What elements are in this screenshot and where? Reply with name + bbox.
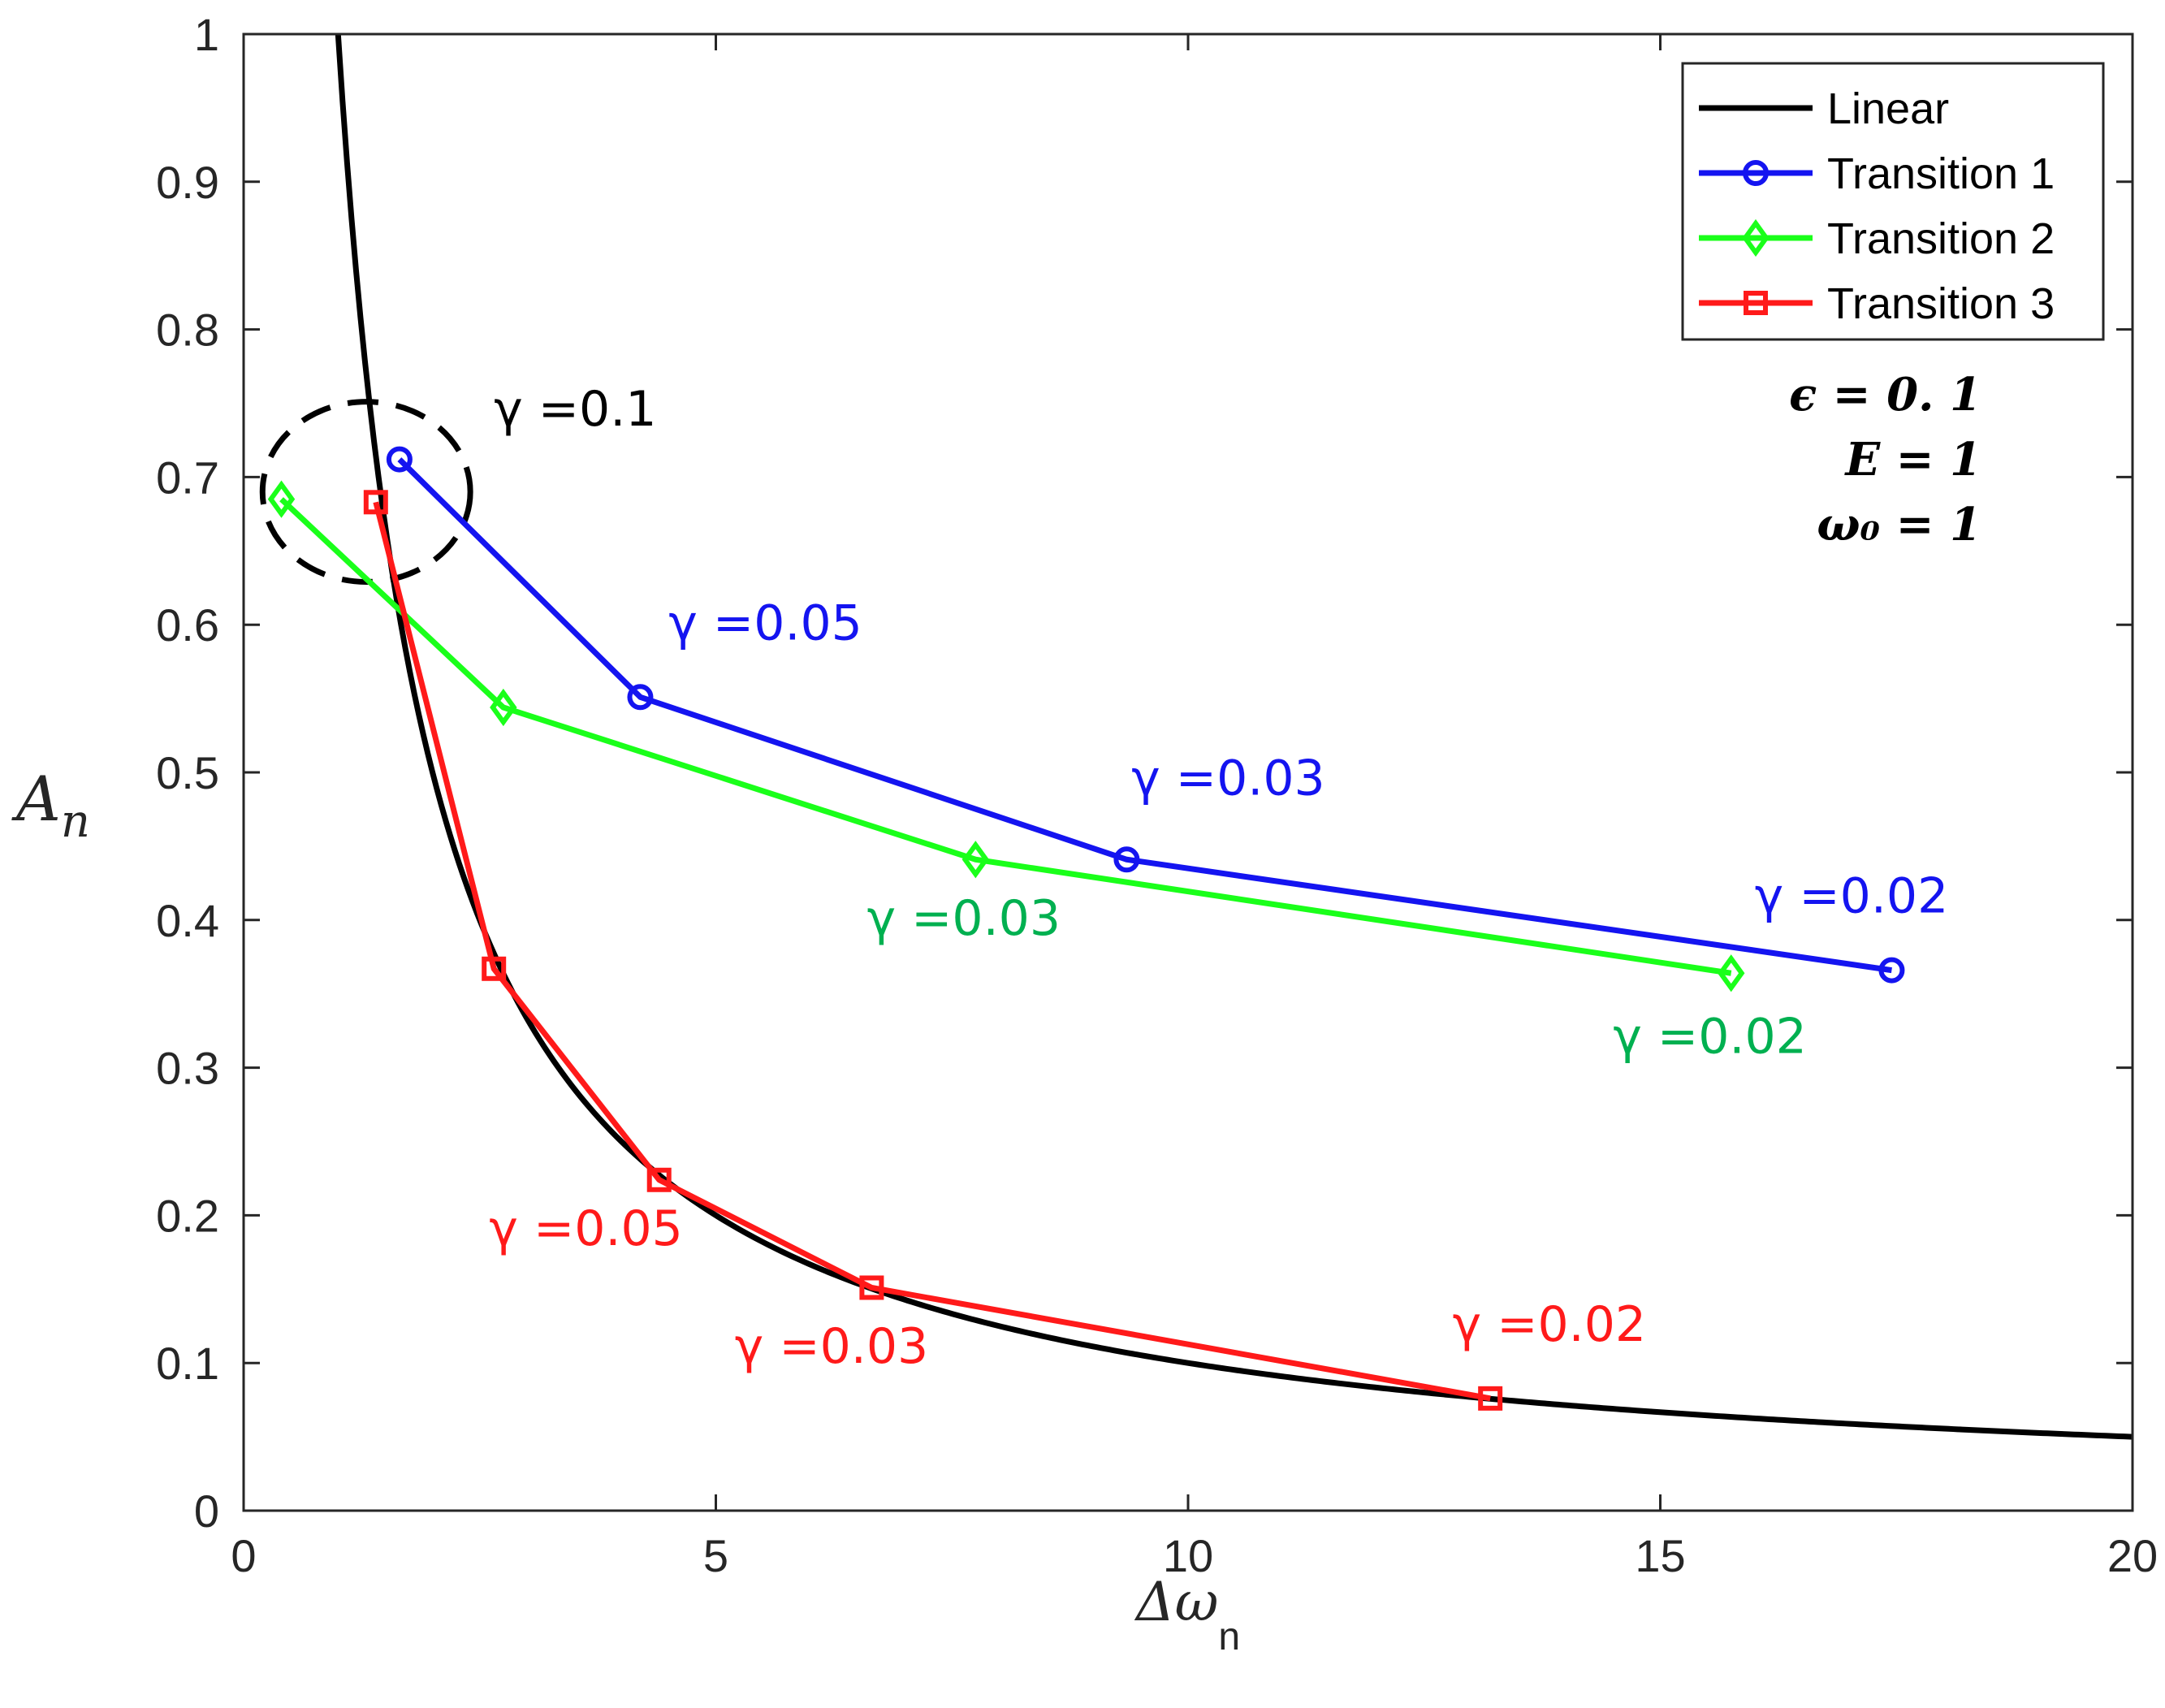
y-axis-label: An xyxy=(11,763,90,848)
parameter-3: ω₀ = 1 xyxy=(1817,498,1981,551)
legend-label-transition-3: Transition 3 xyxy=(1827,279,2055,328)
series-transition-1-point-2 xyxy=(627,684,654,711)
annotation-gamma-7: γ =0.05 xyxy=(489,1200,682,1257)
x-tick-label-10: 10 xyxy=(1163,1530,1213,1581)
series-transition-1-point-4 xyxy=(1878,957,1905,984)
annotation-gamma-5: γ =0.03 xyxy=(867,890,1061,947)
legend: Linear Transition 1 Transition 2 Transition… xyxy=(1681,62,2105,341)
y-tick-label-0.4: 0.4 xyxy=(156,895,219,946)
y-tick-label-0.1: 0.1 xyxy=(156,1338,219,1389)
x-tick-label-15: 15 xyxy=(1635,1530,1685,1581)
annotation-gamma-8: γ =0.03 xyxy=(735,1318,928,1375)
y-tick-label-0.9: 0.9 xyxy=(156,157,219,208)
annotation-gamma-2: γ =0.05 xyxy=(668,595,862,651)
series-transition-3-line xyxy=(373,501,1491,1402)
series-transition-2-line xyxy=(279,497,1732,976)
y-tick-label-0: 0 xyxy=(194,1485,219,1537)
series-transition-3-point-1 xyxy=(363,490,388,515)
annotation-gamma-4: γ =0.02 xyxy=(1755,868,1948,925)
y-tick-label-0.6: 0.6 xyxy=(156,599,219,651)
series-transition-3-point-5 xyxy=(1478,1386,1503,1411)
series-transition-1-point-1 xyxy=(386,446,413,473)
series-transition-2-point-1 xyxy=(267,480,296,518)
annotation-gamma-3: γ =0.03 xyxy=(1131,750,1324,806)
x-tick-label-20: 20 xyxy=(2107,1530,2158,1581)
series-transition-2-point-3 xyxy=(962,841,990,879)
legend-marker-transition-2 xyxy=(1742,218,1770,257)
annotation-gamma-6: γ =0.02 xyxy=(1613,1008,1806,1065)
y-tick-label-0.2: 0.2 xyxy=(156,1190,219,1241)
y-tick-label-0.5: 0.5 xyxy=(156,747,219,798)
series-transition-2-point-2 xyxy=(490,688,517,727)
x-axis-label-subscript: n xyxy=(1218,1615,1240,1658)
plot-series xyxy=(259,34,2133,1440)
annotations: γ =0.1 γ =0.05 γ =0.03 γ =0.02 γ =0.03 γ =0.0… xyxy=(489,381,1948,1375)
x-axis-label: Δωn xyxy=(1134,1571,1240,1658)
annotation-gamma-9: γ =0.02 xyxy=(1453,1296,1646,1353)
series-transition-1-line xyxy=(397,457,1892,974)
y-tick-label-0.7: 0.7 xyxy=(156,452,219,503)
legend-marker-transition-1 xyxy=(1743,160,1769,186)
y-tick-label-1: 1 xyxy=(194,9,219,60)
parameter-box: ϵ = 0. 1 E = 1 ω₀ = 1 xyxy=(1789,368,1981,551)
series-transition-3-point-3 xyxy=(646,1167,672,1192)
parameter-1: ϵ = 0. 1 xyxy=(1789,368,1981,422)
parameter-2: E = 1 xyxy=(1843,433,1981,486)
series-transition-3-point-4 xyxy=(859,1275,884,1300)
axes: 0 5 10 15 20 0 0.1 0.2 0.3 0.4 0.5 0.6 0.7 0.8 0.9 1 Δωn… xyxy=(11,9,2158,1658)
legend-label-linear: Linear xyxy=(1827,84,1949,133)
y-tick-label-0.8: 0.8 xyxy=(156,305,219,356)
x-tick-label-0: 0 xyxy=(231,1530,256,1581)
annotation-gamma-1: γ =0.1 xyxy=(494,381,656,438)
series-transition-2-point-4 xyxy=(1718,954,1745,992)
x-tick-label-5: 5 xyxy=(703,1530,728,1581)
y-axis-label-subscript: n xyxy=(61,795,90,848)
series-transition-1-point-3 xyxy=(1113,846,1140,873)
legend-marker-transition-3 xyxy=(1744,291,1768,315)
legend-label-transition-1: Transition 1 xyxy=(1827,149,2055,198)
legend-label-transition-2: Transition 2 xyxy=(1827,214,2055,263)
series-transition-3-point-2 xyxy=(482,956,507,981)
y-tick-label-0.3: 0.3 xyxy=(156,1043,219,1094)
